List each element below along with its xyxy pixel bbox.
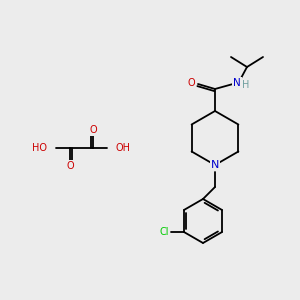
Text: N: N — [211, 160, 219, 170]
Text: O: O — [66, 161, 74, 171]
Text: Cl: Cl — [159, 227, 169, 237]
Text: H: H — [242, 80, 250, 90]
Text: N: N — [233, 78, 241, 88]
Text: HO: HO — [32, 143, 47, 153]
Text: OH: OH — [116, 143, 131, 153]
Text: O: O — [187, 78, 195, 88]
Text: O: O — [89, 125, 97, 135]
